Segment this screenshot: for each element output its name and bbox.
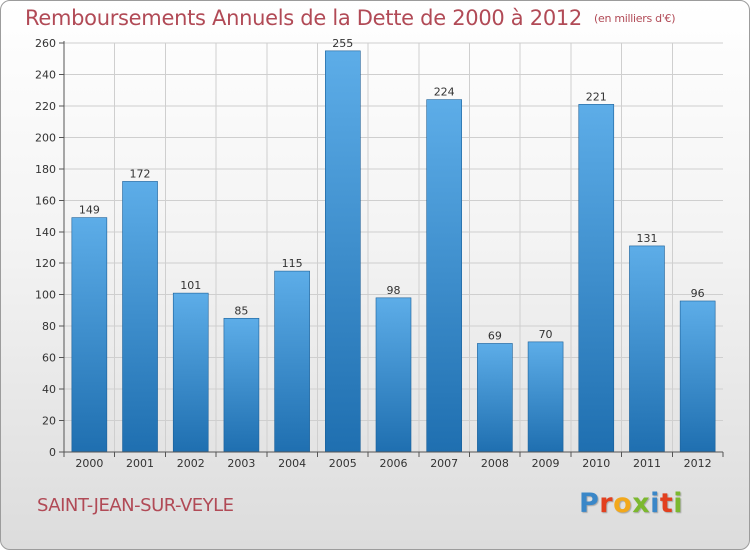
bar-2012[interactable]: [679, 300, 716, 453]
data-label: 101: [180, 279, 201, 292]
bar-2006[interactable]: [375, 297, 412, 453]
bar-2000[interactable]: [71, 217, 108, 453]
y-tick-label: 60: [42, 352, 56, 365]
x-tick-label: 2003: [227, 457, 255, 470]
data-label: 70: [539, 328, 553, 341]
y-tick-label: 120: [35, 257, 56, 270]
y-tick-label: 200: [35, 131, 56, 144]
chart-title-text: Remboursements Annuels de la Dette de 20…: [25, 6, 582, 30]
data-label: 131: [636, 232, 657, 245]
x-tick-label: 2002: [177, 457, 205, 470]
y-tick-label: 240: [35, 68, 56, 81]
bars-layer: [71, 50, 716, 453]
chart-subtitle: (en milliers d'€): [594, 12, 676, 25]
x-tick-label: 2011: [633, 457, 661, 470]
y-tick-label: 100: [35, 289, 56, 302]
data-label: 149: [79, 204, 100, 217]
y-tick-label: 160: [35, 194, 56, 207]
x-tick-label: 2008: [481, 457, 509, 470]
data-label: 255: [332, 37, 353, 50]
x-tick-label: 2007: [430, 457, 458, 470]
bar-2003[interactable]: [223, 317, 260, 453]
bar-2002[interactable]: [172, 292, 209, 453]
y-tick-label: 140: [35, 226, 56, 239]
data-label: 98: [387, 284, 401, 297]
y-tick-label: 220: [35, 100, 56, 113]
data-label: 96: [691, 287, 705, 300]
data-label: 115: [282, 257, 303, 270]
data-label: 172: [130, 167, 151, 180]
labels-layer: 149 2000 172 2001 101 2002 85 2003 115 2004 255 200…: [75, 37, 711, 470]
bar-2004[interactable]: [274, 270, 310, 453]
x-tick-label: 2010: [582, 457, 610, 470]
proxiti-logo[interactable]: Proxiti: [579, 488, 684, 519]
x-tick-label: 2000: [75, 457, 103, 470]
chart-title: Remboursements Annuels de la Dette de 20…: [25, 6, 675, 30]
bar-2008[interactable]: [477, 343, 513, 453]
bar-2010[interactable]: [578, 104, 615, 453]
y-tick-label: 0: [49, 446, 56, 459]
data-label: 221: [586, 90, 607, 103]
y-tick-label: 80: [42, 320, 56, 333]
x-tick-label: 2009: [532, 457, 560, 470]
x-tick-label: 2005: [329, 457, 357, 470]
y-tick-label: 260: [35, 37, 56, 50]
data-label: 85: [234, 304, 248, 317]
y-tick-label: 20: [42, 415, 56, 428]
data-label: 224: [434, 86, 455, 99]
x-tick-label: 2004: [278, 457, 306, 470]
y-tick-label: 180: [35, 163, 56, 176]
y-tick-label: 40: [42, 383, 56, 396]
x-tick-label: 2006: [380, 457, 408, 470]
bar-2011[interactable]: [629, 245, 665, 453]
data-label: 69: [488, 329, 502, 342]
bar-2007[interactable]: [426, 99, 462, 453]
bar-2009[interactable]: [527, 341, 564, 453]
bar-2001[interactable]: [122, 181, 158, 453]
x-tick-label: 2001: [126, 457, 154, 470]
axis-layer: 0 20 40 60 80 100 120 140 160 180 200 220 240 260: [35, 37, 724, 459]
bar-2005[interactable]: [325, 50, 361, 453]
commune-name: SAINT-JEAN-SUR-VEYLE: [37, 495, 234, 516]
x-tick-label: 2012: [684, 457, 712, 470]
